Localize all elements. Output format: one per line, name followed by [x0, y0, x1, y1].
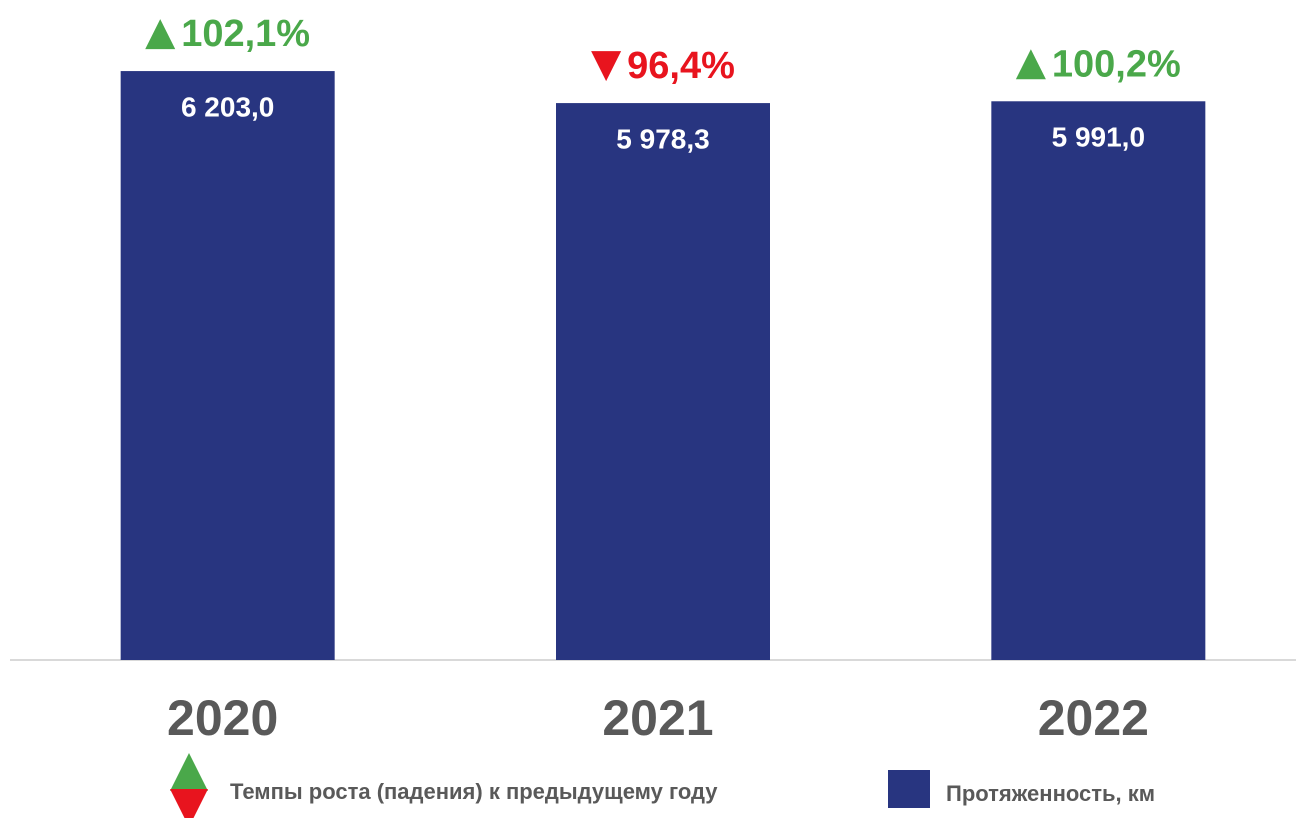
value-label: 5 991,0	[1052, 122, 1145, 153]
legend-label: Темпы роста (падения) к предыдущему году	[230, 779, 718, 804]
growth-label: 100,2%	[1052, 43, 1181, 85]
growth-arrow	[591, 51, 622, 82]
bar	[556, 103, 770, 660]
bar	[120, 71, 335, 661]
x-tick-label: 2020	[167, 690, 278, 746]
bar	[991, 101, 1206, 660]
x-tick-label: 2022	[1038, 690, 1149, 746]
legend-swatch	[888, 770, 930, 808]
growth-arrow	[1015, 49, 1046, 80]
value-label: 6 203,0	[181, 91, 274, 122]
legend-arrow-up	[170, 753, 208, 791]
legend-arrow-down	[170, 789, 208, 818]
value-label: 5 978,3	[616, 123, 709, 154]
growth-label: 96,4%	[627, 45, 735, 87]
growth-arrow	[145, 19, 176, 50]
growth-label: 102,1%	[181, 13, 310, 55]
x-tick-label: 2021	[602, 690, 713, 746]
legend-label: Протяженность, км	[946, 781, 1155, 806]
